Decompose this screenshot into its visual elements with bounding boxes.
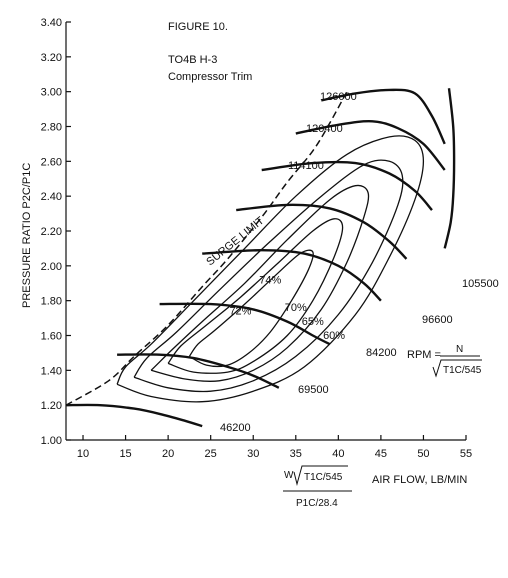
- rpm-formula-sqrt-sign: [432, 359, 482, 378]
- speed-label: 126000: [320, 91, 357, 103]
- speed-line-114100: [261, 160, 433, 211]
- y-tick-label: 3.20: [41, 52, 62, 64]
- x-axis-formula: W T1C/545 P1C/28.4: [283, 465, 352, 509]
- x-tick-label: 15: [119, 448, 131, 460]
- rpm-formula-numerator: N: [456, 344, 463, 355]
- surge-limit-line: [65, 91, 348, 406]
- surge-limit-group: SURGE LIMIT: [65, 91, 348, 406]
- x-tick-label: 35: [290, 448, 302, 460]
- speed-line-69500: [117, 353, 280, 389]
- chart-subtitle-trim: Compressor Trim: [168, 71, 252, 83]
- y-tick-label: 3.40: [41, 17, 62, 29]
- axes: [65, 22, 466, 441]
- speed-line-96600: [202, 248, 382, 302]
- speed-label: 105500: [462, 278, 499, 290]
- rpm-formula-prefix: RPM =: [407, 349, 441, 361]
- y-tick-label: 3.00: [41, 87, 62, 99]
- choke-line: [443, 88, 456, 249]
- y-tick-label: 1.00: [41, 435, 62, 447]
- x-tick-label: 40: [332, 448, 344, 460]
- x-tick-label: 30: [247, 448, 259, 460]
- efficiency-island-70: [150, 184, 370, 383]
- y-tick-label: 2.40: [41, 191, 62, 203]
- x-tick-label: 20: [162, 448, 174, 460]
- efficiency-label: 60%: [323, 330, 345, 342]
- efficiency-label: 65%: [302, 316, 324, 328]
- speed-label: 69500: [298, 384, 329, 396]
- y-tick-label: 1.80: [41, 296, 62, 308]
- y-axis-label: PRESSURE RATIO P2C/P1C: [21, 163, 33, 308]
- efficiency-island-65: [133, 159, 404, 393]
- speed-label: 84200: [366, 347, 397, 359]
- efficiency-label: 74%: [259, 274, 281, 286]
- chart-subtitle-model: TO4B H-3: [168, 54, 217, 66]
- y-tick-label: 2.00: [41, 261, 62, 273]
- chart-title: FIGURE 10.: [168, 21, 228, 33]
- speed-line-84200: [159, 302, 331, 346]
- speed-label: 96600: [422, 314, 453, 326]
- speed-line-46200: [65, 403, 203, 428]
- y-tick-label: 2.80: [41, 122, 62, 134]
- speed-line-120400: [295, 119, 446, 171]
- tick-labels: 1.00 1.20 1.40 1.60 1.80 2.00 2.20 2.40 2.60 2.80…: [41, 17, 473, 460]
- y-tick-label: 1.20: [41, 400, 62, 412]
- speed-label: 114100: [288, 160, 324, 172]
- y-tick-label: 1.40: [41, 365, 62, 377]
- rpm-formula-denominator: T1C/545: [443, 365, 482, 376]
- efficiency-islands: 60%65%70%72%74%: [116, 135, 425, 403]
- speed-lines: 46200 69500 84200 96600 105500 114100 120400 12…: [65, 88, 499, 434]
- efficiency-island-74: [188, 249, 314, 368]
- efficiency-island-60: [116, 135, 425, 403]
- speed-label: 46200: [220, 422, 251, 434]
- surge-limit-label: SURGE LIMIT: [204, 215, 266, 269]
- formula-sqrt-term: T1C/545: [304, 472, 343, 483]
- x-axis-label: AIR FLOW, LB/MIN: [372, 474, 467, 486]
- y-tick-label: 1.60: [41, 331, 62, 343]
- y-tick-label: 2.20: [41, 226, 62, 238]
- x-tick-label: 25: [205, 448, 217, 460]
- x-tick-label: 50: [417, 448, 429, 460]
- y-tick-label: 2.60: [41, 156, 62, 168]
- x-tick-label: 10: [77, 448, 89, 460]
- efficiency-label: 70%: [285, 302, 307, 314]
- formula-flow-symbol: W: [284, 470, 294, 481]
- x-tick-label: 45: [375, 448, 387, 460]
- rpm-formula: RPM = N T1C/545: [407, 344, 482, 378]
- speed-label: 120400: [306, 123, 343, 135]
- x-tick-label: 55: [460, 448, 472, 460]
- speed-line-126000: [321, 88, 446, 145]
- formula-sqrt-sign: [293, 465, 348, 486]
- formula-denominator: P1C/28.4: [296, 498, 338, 509]
- speed-line-105500: [236, 203, 408, 260]
